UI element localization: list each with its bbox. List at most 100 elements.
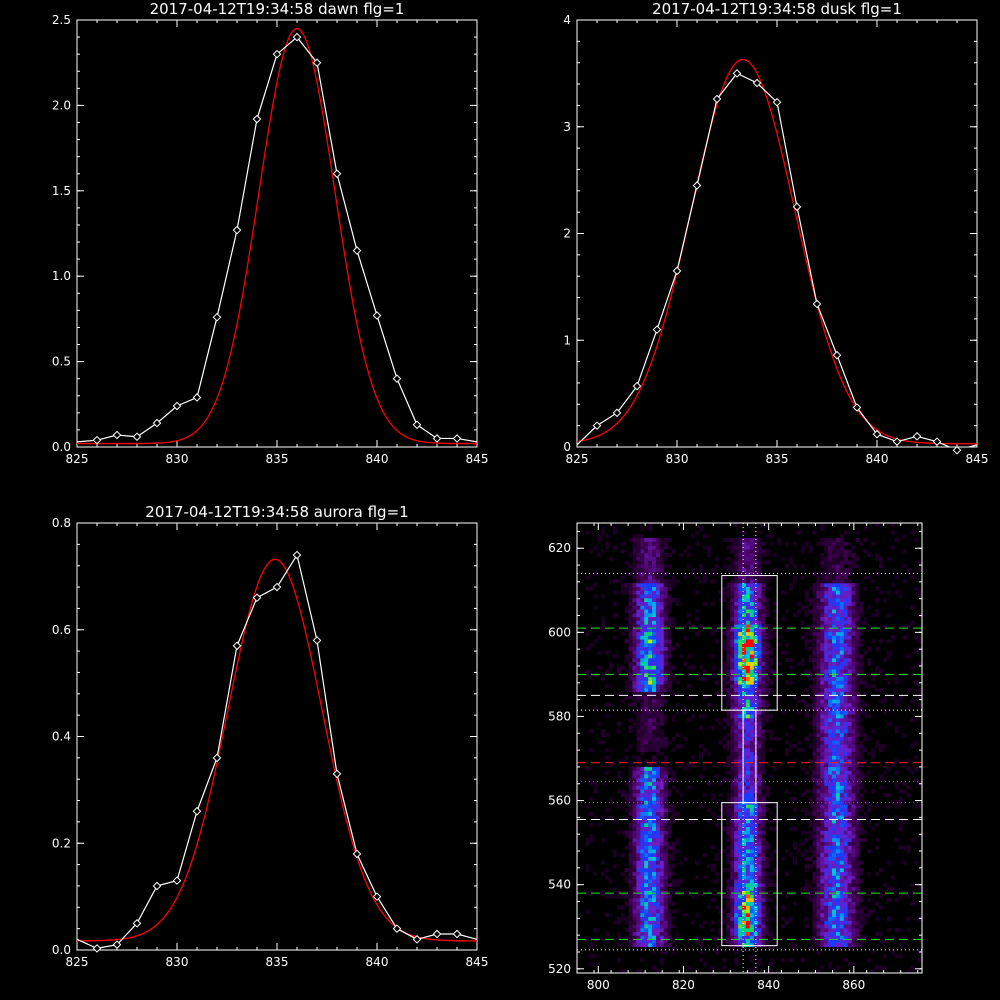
heatmap-cell (761, 684, 766, 689)
heatmap-cell (652, 538, 657, 543)
heatmap-cell (753, 811, 758, 816)
heatmap-cell (667, 654, 672, 659)
heatmap-cell (839, 890, 845, 895)
heatmap-cell (835, 571, 841, 576)
heatmap-cell (636, 695, 641, 700)
heatmap-cell (753, 920, 758, 925)
heatmap-cell (804, 541, 809, 546)
heatmap-cell (640, 913, 645, 918)
heatmap-cell (824, 868, 829, 873)
heatmap-cell (624, 845, 629, 850)
heatmap-cell (628, 538, 633, 543)
heatmap-cell (820, 830, 825, 835)
heatmap-cell (738, 541, 743, 546)
heatmap-cell (745, 571, 751, 576)
heatmap-cell (855, 699, 860, 704)
heatmap-cell (898, 594, 903, 599)
heatmap-cell (800, 886, 805, 891)
heatmap-cell (730, 661, 735, 666)
heatmap-cell (742, 864, 747, 869)
heatmap-cell (839, 875, 845, 880)
heatmap-cell (855, 819, 860, 824)
heatmap-cell (738, 691, 743, 696)
heatmap-cell (804, 594, 809, 599)
heatmap-cell (835, 609, 841, 614)
heatmap-cell (636, 969, 641, 974)
heatmap-cell (749, 830, 755, 835)
heatmap-cell (730, 650, 735, 655)
heatmap-cell (652, 706, 657, 711)
heatmap-cell (659, 928, 665, 933)
heatmap-cell (835, 883, 841, 888)
heatmap-cell (855, 886, 860, 891)
heatmap-cell (816, 673, 821, 678)
heatmap-cell (655, 796, 661, 801)
heatmap-cell (632, 703, 637, 708)
heatmap-cell (663, 684, 668, 689)
heatmap-cell (652, 778, 657, 783)
heatmap-cell (663, 744, 668, 749)
heatmap-cell (730, 620, 735, 625)
heatmap-cell (632, 643, 637, 648)
heatmap-cell (722, 894, 727, 899)
heatmap-cell (824, 661, 829, 666)
heatmap-cell (769, 534, 774, 539)
heatmap-cell (761, 924, 766, 929)
heatmap-cell (835, 898, 841, 903)
heatmap-cell (828, 718, 833, 723)
heatmap-cell (914, 804, 919, 809)
heatmap-cell (832, 755, 837, 760)
data-point (352, 246, 362, 255)
heatmap-cell (749, 703, 755, 708)
heatmap-cell (769, 736, 774, 741)
heatmap-cell (847, 905, 852, 910)
heatmap-cell (628, 879, 633, 884)
heatmap-cell (832, 789, 837, 794)
heatmap-cell (761, 819, 766, 824)
heatmap-cell (847, 725, 852, 730)
data-point (672, 266, 682, 276)
heatmap-cell (624, 800, 629, 805)
heatmap-cell (632, 830, 637, 835)
heatmap-cell (722, 684, 727, 689)
heatmap-cell (714, 871, 719, 876)
heatmap-cell (745, 568, 751, 573)
heatmap-cell (648, 868, 653, 873)
heatmap-cell (859, 665, 864, 670)
heatmap-cell (663, 631, 668, 636)
heatmap-cell (663, 759, 668, 764)
heatmap-cell (859, 898, 864, 903)
heatmap-cell (886, 680, 891, 685)
heatmap-cell (855, 654, 860, 659)
data-point (152, 881, 162, 891)
heatmap-cell (839, 871, 845, 876)
heatmap-cell (738, 841, 743, 846)
heatmap-cell (812, 864, 817, 869)
heatmap-cell (738, 778, 743, 783)
heatmap-cell (898, 800, 903, 805)
heatmap-cell (738, 613, 743, 618)
heatmap-cell (667, 661, 672, 666)
heatmap-cell (812, 845, 817, 850)
heatmap-cell (761, 935, 766, 940)
heatmap-cell (777, 635, 782, 640)
heatmap-cell (652, 823, 657, 828)
heatmap-cell (832, 901, 837, 906)
heatmap-cell (652, 553, 657, 558)
heatmap-cell (828, 879, 833, 884)
heatmap-cell (812, 909, 817, 914)
heatmap-cell (644, 579, 649, 584)
heatmap-cell (839, 631, 845, 636)
heatmap-cell (757, 823, 762, 828)
heatmap-cell (738, 718, 743, 723)
heatmap-cell (734, 538, 739, 543)
data-point (312, 636, 322, 645)
heatmap-cell (832, 815, 837, 820)
heatmap-cell (828, 691, 833, 696)
heatmap-cell (820, 714, 825, 719)
heatmap-cell (816, 826, 821, 831)
heatmap-cell (624, 684, 629, 689)
heatmap-cell (769, 826, 774, 831)
heatmap-cell (761, 943, 766, 948)
heatmap-cell (655, 898, 661, 903)
